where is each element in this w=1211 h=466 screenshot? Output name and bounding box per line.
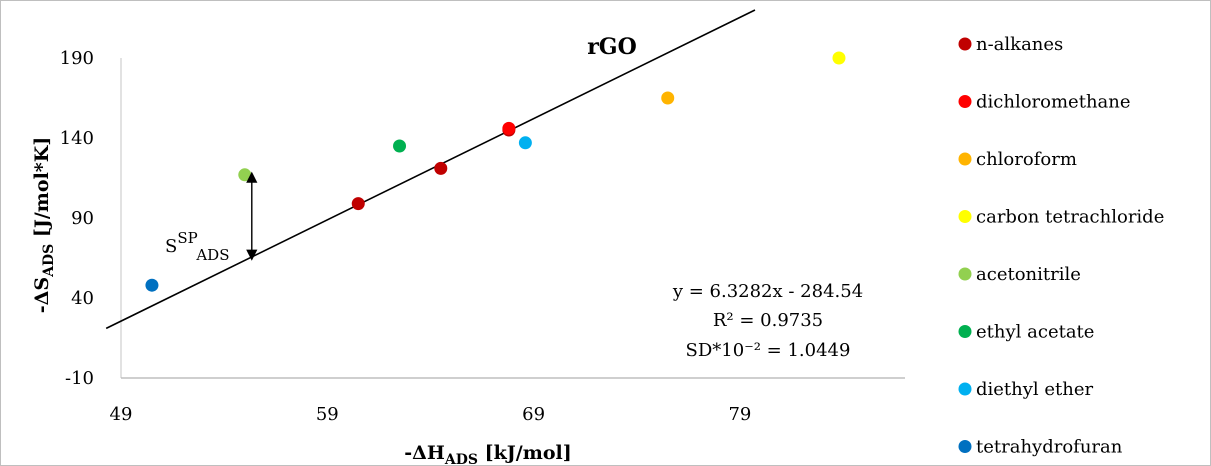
legend-marker <box>958 210 972 223</box>
legend-label: chloroform <box>976 149 1077 170</box>
data-point <box>393 139 407 153</box>
y-tick-label: -10 <box>65 368 94 389</box>
trendline <box>105 9 756 330</box>
x-tick-label: 59 <box>316 404 339 425</box>
legend-label: n-alkanes <box>976 34 1063 55</box>
x-axis-title: -ΔHADS [kJ/mol] <box>404 442 571 466</box>
legend-marker <box>958 95 972 108</box>
sp-label-sup: SP <box>177 229 197 247</box>
legend-label: diethyl ether <box>976 379 1094 400</box>
legend-label: dichloromethane <box>976 92 1131 113</box>
x-axis-title-sub: ADS <box>444 452 478 466</box>
y-tick-label: 90 <box>71 208 94 229</box>
y-axis-title: -ΔSADS [J/mol*K] <box>31 137 57 313</box>
sp-label-sub: ADS <box>195 246 229 264</box>
sp-label-main: S <box>165 236 177 257</box>
y-axis-title-unit: [J/mol*K] <box>31 137 53 244</box>
legend-label: carbon tetrachloride <box>976 207 1164 228</box>
y-axis-title-main: -ΔS <box>31 277 53 313</box>
legend-marker <box>958 440 972 453</box>
legend-marker <box>958 37 972 51</box>
equation-line: y = 6.3282x - 284.54 <box>672 281 863 302</box>
x-tick-label: 79 <box>728 404 751 425</box>
x-tick-label: 69 <box>522 404 545 425</box>
legend-marker <box>958 382 972 396</box>
x-axis-title-main: -ΔH <box>404 442 445 464</box>
plot-axes <box>120 58 905 379</box>
r-squared-line: R² = 0.9735 <box>713 310 823 331</box>
data-point <box>434 161 448 175</box>
y-tick-label: 140 <box>60 128 94 149</box>
data-points <box>145 51 846 292</box>
x-tick-labels: 49 59 69 79 <box>110 404 752 425</box>
y-tick-label: 190 <box>60 48 94 69</box>
legend-label: acetonitrile <box>976 264 1081 285</box>
y-axis-title-sub: ADS <box>41 244 57 278</box>
data-point <box>351 197 365 211</box>
legend-marker <box>958 152 972 166</box>
data-point <box>502 121 516 135</box>
regression-equation: y = 6.3282x - 284.54 R² = 0.9735 SD*10⁻²… <box>672 281 863 361</box>
data-point <box>832 51 846 65</box>
sd-line: SD*10⁻² = 1.0449 <box>686 340 851 361</box>
x-axis-title-unit: [kJ/mol] <box>478 442 572 464</box>
data-point <box>145 278 159 292</box>
x-tick-label: 49 <box>110 404 133 425</box>
legend-label: ethyl acetate <box>976 322 1094 343</box>
legend: n-alkanes dichloromethane chloroform carbon… <box>958 34 1164 458</box>
data-point <box>238 168 252 182</box>
legend-label: tetrahydrofuran <box>976 437 1123 458</box>
sp-label: SSPADS <box>165 229 229 264</box>
sp-annotation: SSPADS <box>165 171 258 264</box>
data-point <box>518 136 532 150</box>
data-point <box>661 91 675 105</box>
y-tick-labels: -10 40 90 140 190 <box>60 48 94 389</box>
legend-marker <box>958 267 972 281</box>
y-tick-label: 40 <box>71 288 94 309</box>
chart-title: rGO <box>587 34 637 60</box>
legend-marker <box>958 325 972 338</box>
